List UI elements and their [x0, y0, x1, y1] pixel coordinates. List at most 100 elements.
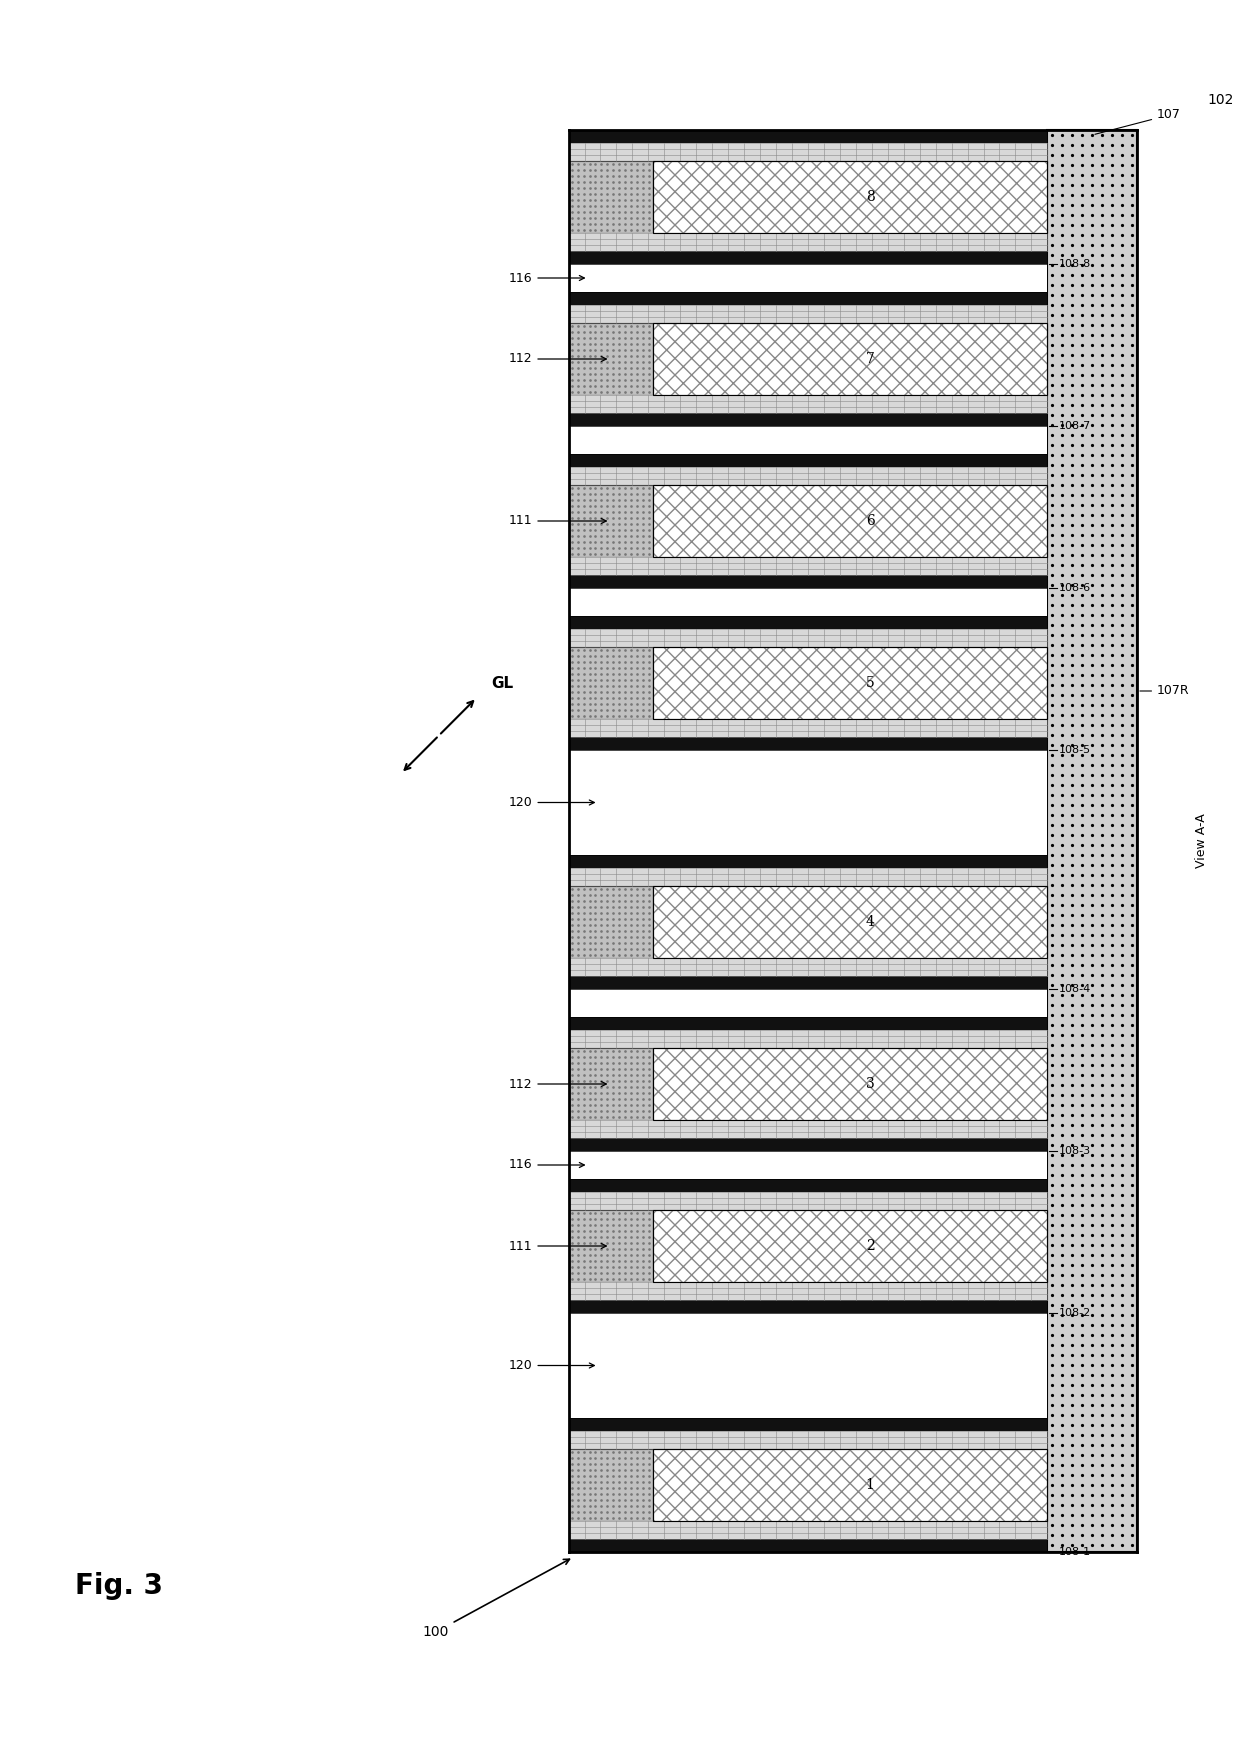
Text: 4: 4 — [866, 916, 874, 930]
Text: 108-3: 108-3 — [1059, 1145, 1091, 1156]
Bar — [569, 558, 1048, 575]
Text: GL: GL — [491, 675, 513, 691]
Bar — [569, 616, 1048, 630]
Bar — [653, 323, 1048, 395]
Bar — [569, 305, 1048, 323]
Bar — [569, 1314, 1048, 1417]
Bar — [653, 1047, 1048, 1121]
Bar — [653, 1449, 1048, 1521]
Bar — [569, 737, 1048, 751]
Bar — [569, 1449, 653, 1521]
Bar — [569, 1030, 1048, 1047]
Bar — [653, 886, 1048, 958]
Bar — [569, 395, 1048, 412]
Text: 107R: 107R — [1140, 684, 1189, 698]
Bar — [653, 1047, 1048, 1121]
Text: Fig. 3: Fig. 3 — [74, 1572, 162, 1600]
Bar — [569, 130, 1048, 144]
Bar — [569, 719, 1048, 737]
Bar — [653, 886, 1048, 958]
Bar — [569, 1151, 1048, 1179]
Bar — [569, 630, 1048, 647]
Text: 108-8: 108-8 — [1059, 260, 1091, 268]
Bar — [653, 1449, 1048, 1521]
Bar — [653, 647, 1048, 719]
Bar — [569, 958, 1048, 975]
Text: 108-5: 108-5 — [1059, 745, 1091, 754]
Bar — [569, 233, 1048, 251]
Bar — [569, 1121, 1048, 1138]
Text: 3: 3 — [866, 1077, 874, 1091]
Text: 107: 107 — [1095, 109, 1180, 135]
Bar — [569, 1300, 1048, 1314]
Bar — [653, 1047, 1048, 1121]
Bar — [653, 886, 1048, 958]
Text: 120: 120 — [508, 796, 594, 809]
Bar — [653, 1210, 1048, 1282]
Text: 116: 116 — [508, 272, 584, 284]
Text: 112: 112 — [508, 353, 606, 365]
Text: 108-1: 108-1 — [1059, 1547, 1091, 1558]
Bar — [569, 144, 1048, 161]
Text: 5: 5 — [866, 675, 874, 689]
Bar — [569, 1417, 1048, 1431]
Bar — [653, 1210, 1048, 1282]
Text: 120: 120 — [508, 1359, 594, 1372]
Bar — [569, 486, 653, 558]
Bar — [569, 751, 1048, 854]
Bar — [569, 426, 1048, 454]
Bar — [569, 161, 653, 233]
Bar — [569, 291, 1048, 305]
Bar — [653, 647, 1048, 719]
Text: 6: 6 — [866, 514, 874, 528]
Bar — [569, 1210, 653, 1282]
Bar — [653, 323, 1048, 395]
Bar — [569, 412, 1048, 426]
Bar — [569, 454, 1048, 467]
Bar — [653, 486, 1048, 558]
Bar — [653, 161, 1048, 233]
Bar — [569, 575, 1048, 588]
Bar — [569, 854, 1048, 868]
Text: 108-4: 108-4 — [1059, 984, 1091, 995]
Bar — [569, 1431, 1048, 1449]
Text: 1: 1 — [866, 1479, 874, 1493]
Bar — [569, 323, 653, 395]
Bar — [569, 647, 653, 719]
Bar — [569, 1193, 1048, 1210]
Text: 100: 100 — [423, 1559, 569, 1638]
Text: 116: 116 — [508, 1158, 584, 1172]
Bar — [569, 989, 1048, 1017]
Bar — [653, 1449, 1048, 1521]
Text: View A-A: View A-A — [1195, 814, 1209, 868]
Bar — [569, 1047, 653, 1121]
Bar — [653, 486, 1048, 558]
Bar — [569, 1538, 1048, 1552]
Bar — [653, 647, 1048, 719]
Text: 108-6: 108-6 — [1059, 582, 1091, 593]
Bar — [569, 886, 653, 958]
Text: 111: 111 — [508, 1240, 606, 1252]
Text: 108-7: 108-7 — [1059, 421, 1091, 431]
Text: 2: 2 — [866, 1238, 874, 1252]
Text: 108-2: 108-2 — [1059, 1308, 1091, 1317]
Bar — [569, 1138, 1048, 1151]
Bar — [569, 975, 1048, 989]
Bar — [653, 161, 1048, 233]
Bar — [569, 1179, 1048, 1193]
Bar — [569, 868, 1048, 886]
Bar — [653, 1210, 1048, 1282]
Bar — [653, 161, 1048, 233]
Bar — [569, 251, 1048, 265]
Text: 7: 7 — [866, 353, 874, 367]
Bar — [569, 265, 1048, 291]
Text: 112: 112 — [508, 1077, 606, 1091]
Bar — [569, 1282, 1048, 1300]
Bar — [569, 1521, 1048, 1538]
Bar — [1048, 130, 1137, 1552]
Text: 111: 111 — [508, 514, 606, 528]
Bar — [569, 1017, 1048, 1030]
Bar — [653, 323, 1048, 395]
Bar — [569, 588, 1048, 616]
Text: 102: 102 — [1207, 93, 1234, 107]
